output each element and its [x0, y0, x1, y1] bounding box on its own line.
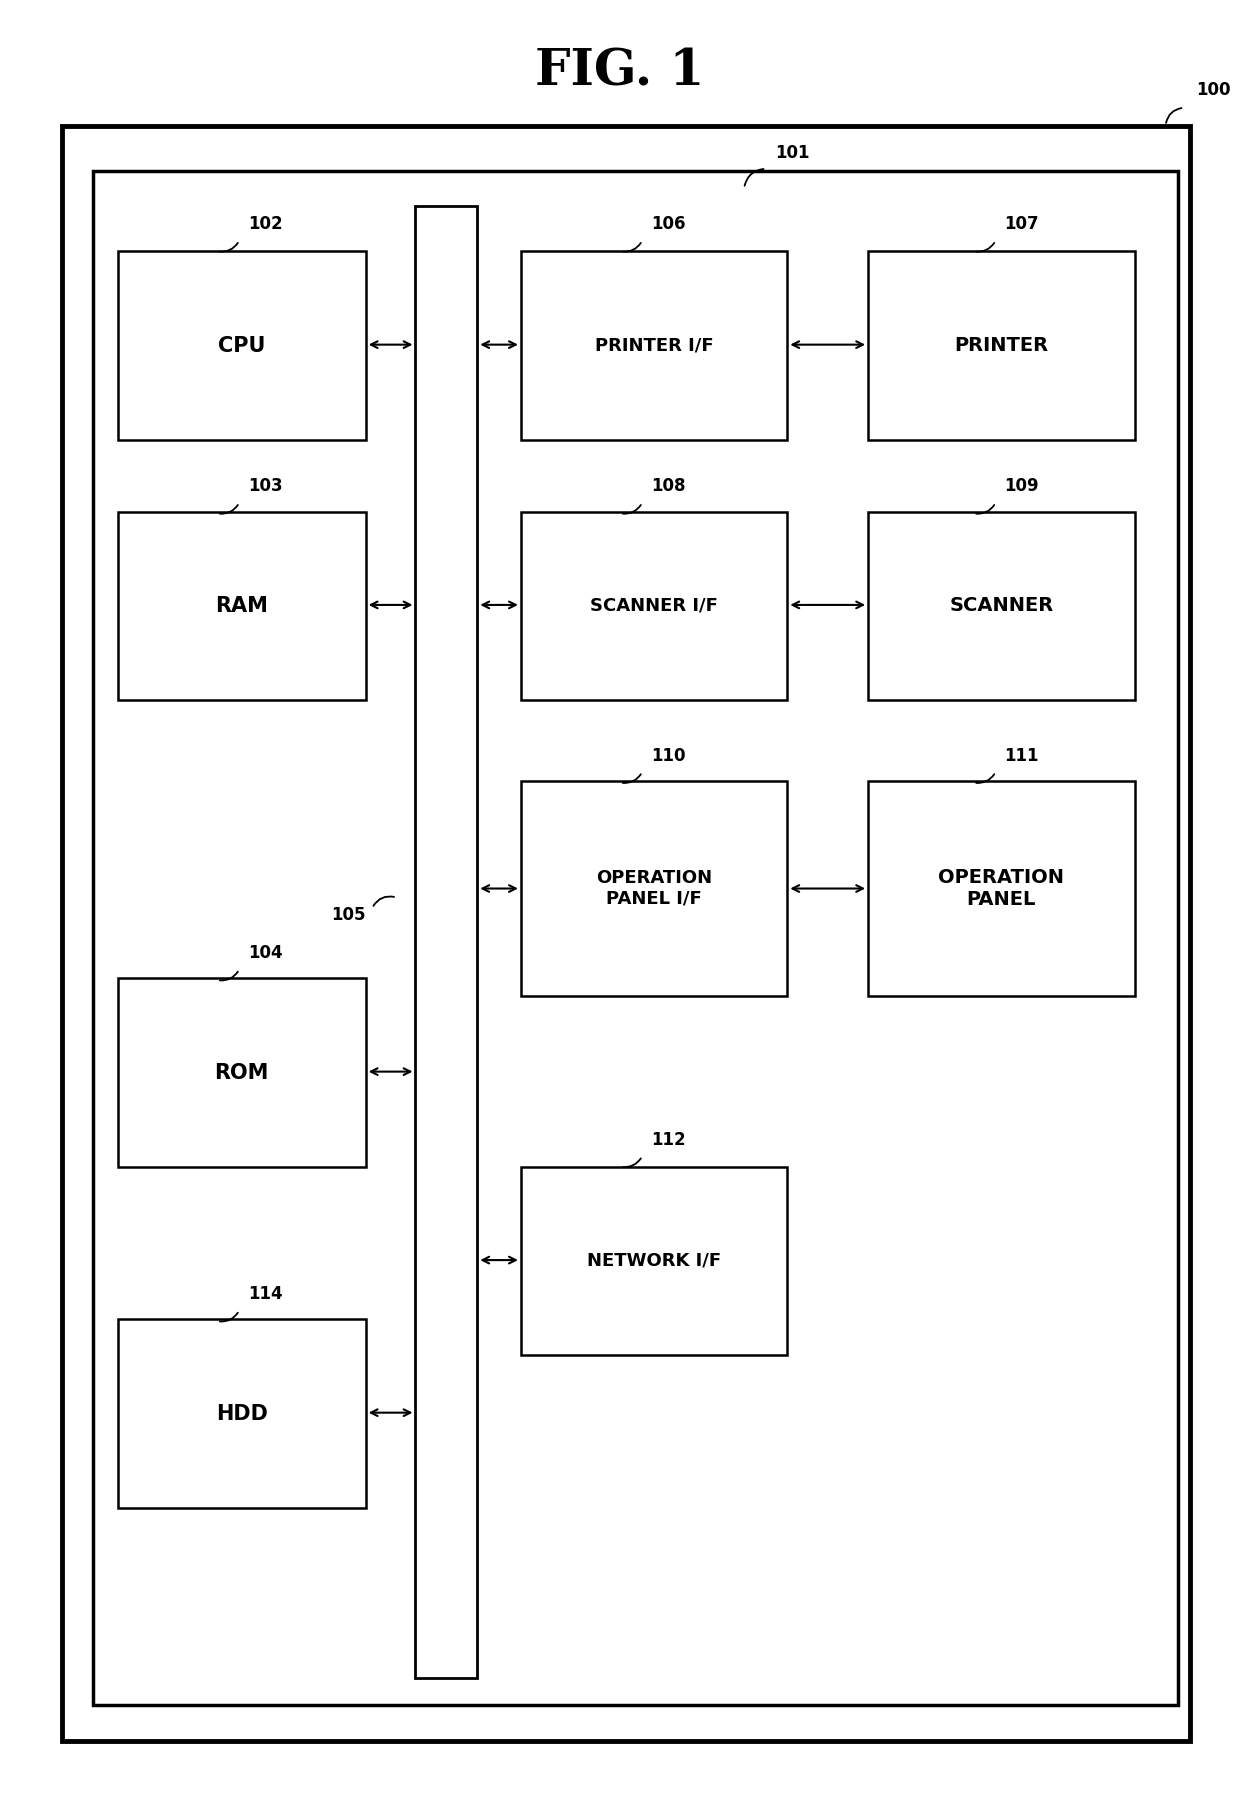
Text: HDD: HDD [216, 1404, 268, 1423]
Text: 111: 111 [1004, 747, 1039, 765]
Text: 109: 109 [1004, 477, 1039, 495]
Text: ROM: ROM [215, 1063, 269, 1082]
Text: CPU: CPU [218, 336, 265, 355]
Bar [93, 171, 1178, 1705]
Text: 105: 105 [331, 906, 366, 924]
Bar [118, 1319, 366, 1508]
Text: 104: 104 [248, 944, 283, 962]
Text: OPERATION
PANEL: OPERATION PANEL [939, 869, 1064, 908]
Bar [868, 512, 1135, 700]
Text: 106: 106 [651, 215, 686, 233]
Text: OPERATION
PANEL I/F: OPERATION PANEL I/F [596, 869, 712, 908]
Bar [118, 512, 366, 700]
Bar [118, 978, 366, 1167]
Bar [415, 206, 477, 1678]
Bar [118, 251, 366, 440]
Bar [521, 251, 787, 440]
Bar [868, 251, 1135, 440]
Text: 102: 102 [248, 215, 283, 233]
Bar [521, 512, 787, 700]
Text: FIG. 1: FIG. 1 [536, 47, 704, 97]
Text: SCANNER I/F: SCANNER I/F [590, 596, 718, 616]
Text: NETWORK I/F: NETWORK I/F [587, 1251, 722, 1271]
Bar [521, 1167, 787, 1355]
Text: PRINTER I/F: PRINTER I/F [595, 336, 713, 355]
Text: 101: 101 [775, 144, 810, 162]
Text: PRINTER: PRINTER [955, 336, 1048, 355]
Bar [868, 781, 1135, 996]
Text: RAM: RAM [216, 596, 268, 616]
Text: 107: 107 [1004, 215, 1039, 233]
Text: 103: 103 [248, 477, 283, 495]
Text: 100: 100 [1197, 81, 1231, 99]
Text: 112: 112 [651, 1131, 686, 1149]
Bar [521, 781, 787, 996]
Text: SCANNER: SCANNER [949, 596, 1054, 616]
Text: 110: 110 [651, 747, 686, 765]
Text: 114: 114 [248, 1285, 283, 1303]
Text: 108: 108 [651, 477, 686, 495]
